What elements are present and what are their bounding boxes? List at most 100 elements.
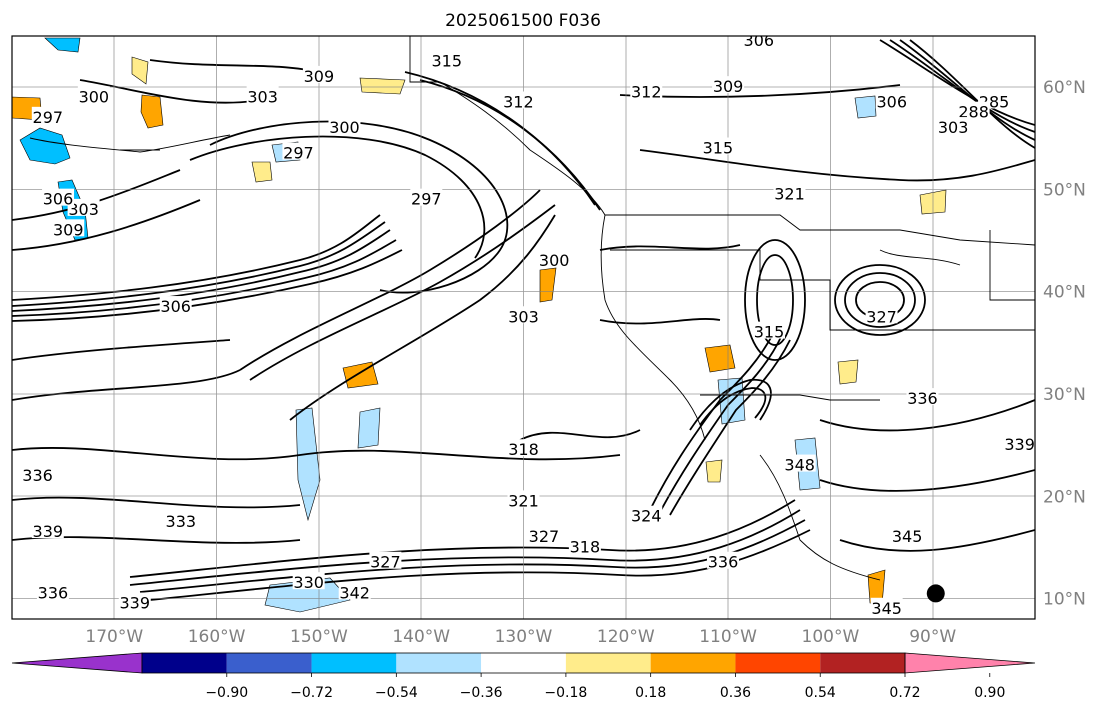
contour-label: 303: [938, 118, 969, 137]
colorbar-segment: [650, 653, 736, 673]
contour-label-halo: [742, 36, 775, 48]
contour-label-halo: [507, 439, 540, 457]
longitude-tick-label: 140°W: [392, 627, 450, 647]
contour-label: 315: [754, 323, 785, 342]
contour-label-halo: [31, 106, 64, 124]
contour-label: 306: [43, 190, 74, 209]
colorbar-tick-label: 0.36: [720, 685, 751, 701]
longitude-tick-label: 160°W: [188, 627, 246, 647]
contour-label-halo: [42, 188, 75, 206]
contour-label-halo: [568, 536, 601, 554]
contour-label: 339: [33, 522, 64, 541]
colorbar-extend-low: [11, 652, 143, 674]
latitude-tick-label: 30°N: [1043, 385, 1086, 405]
positive-shade: [704, 344, 736, 373]
contour-label-halo: [701, 137, 734, 155]
positive-shade: [837, 359, 859, 385]
contour-label: 303: [508, 307, 539, 326]
contour-label-halo: [67, 198, 100, 216]
contour-label: 336: [38, 583, 69, 602]
colorbar-segment: [226, 653, 312, 673]
colorbar-tick-label: −0.18: [544, 685, 587, 701]
contour-label-halo: [630, 81, 663, 99]
positive-shade: [140, 94, 164, 129]
contour-label-halo: [937, 117, 970, 135]
contour-label-halo: [507, 490, 540, 508]
contour-label-halo: [906, 388, 939, 406]
colorbar-tick-label: 0.54: [805, 685, 836, 701]
gridlines: [12, 36, 1035, 619]
contour-label-halo: [891, 526, 924, 544]
contour-label: 336: [22, 466, 53, 485]
colorbar-tick-label: −0.90: [205, 685, 248, 701]
colorbar-tick-label: −0.54: [375, 685, 418, 701]
contour-label-halo: [538, 250, 571, 268]
longitude-tick-label: 110°W: [699, 627, 757, 647]
negative-shade: [357, 407, 381, 449]
contour-label-halo: [430, 50, 463, 68]
contour-label: 327: [370, 553, 401, 572]
contour-label-halo: [292, 572, 325, 590]
negative-shade: [19, 127, 71, 165]
contour-label: 309: [713, 77, 744, 96]
colorbar-segment: [396, 653, 482, 673]
contour-label: 327: [866, 307, 897, 326]
contour-label-halo: [282, 142, 315, 160]
latitude-tick-label: 40°N: [1043, 283, 1086, 303]
contour-label: 315: [432, 52, 463, 71]
contour-label-halo: [706, 551, 739, 569]
positive-shade: [359, 77, 406, 95]
location-marker: [926, 584, 945, 603]
longitude-tick-label: 150°W: [290, 627, 348, 647]
contour-label: 297: [411, 190, 442, 209]
contour-label: 327: [529, 527, 560, 546]
contour-label: 303: [247, 87, 278, 106]
positive-shade: [251, 161, 273, 183]
contour-lines: [12, 39, 1035, 601]
contour-label: 306: [744, 31, 775, 50]
contour-label: 300: [329, 118, 360, 137]
latitude-tick-label: 20°N: [1043, 487, 1086, 507]
colorbar-tick-label: 0.90: [974, 685, 1005, 701]
contour-label-halo: [502, 91, 535, 109]
contour-label: 336: [907, 389, 938, 408]
contour-label-halo: [875, 91, 908, 109]
contour-label-halo: [52, 219, 85, 237]
longitude-tick-label: 90°W: [909, 627, 956, 647]
colorbar-tick-label: −0.72: [290, 685, 333, 701]
contour-label: 309: [304, 67, 335, 86]
contour-label-halo: [302, 65, 335, 83]
coastlines: [29, 36, 1035, 581]
colorbar-segment: [142, 653, 227, 673]
contour-label-halo: [753, 321, 786, 339]
latitude-tick-label: 60°N: [1043, 78, 1086, 98]
contour-label: 309: [53, 220, 84, 239]
contour-label: 318: [508, 440, 539, 459]
colorbar-segment: [481, 653, 566, 673]
contour-label: 321: [508, 491, 539, 510]
contour-label: 339: [119, 594, 150, 613]
contour-label-halo: [507, 306, 540, 324]
contour-label-halo: [21, 464, 54, 482]
contour-label: 336: [708, 553, 739, 572]
negative-shade: [854, 95, 877, 119]
longitude-tick-label: 120°W: [597, 627, 655, 647]
latitude-tick-label: 50°N: [1043, 180, 1086, 200]
longitude-tick-label: 170°W: [85, 627, 143, 647]
contour-label: 345: [892, 527, 923, 546]
contour-label: 300: [79, 87, 110, 106]
contour-label-halo: [1003, 434, 1035, 452]
colorbar-tick-label: 0.72: [889, 685, 920, 701]
longitude-tick-label: 100°W: [802, 627, 860, 647]
contour-label-halo: [527, 526, 560, 544]
colorbar-segment: [565, 653, 651, 673]
colorbar-tick-label: 0.18: [635, 685, 666, 701]
contour-label: 324: [631, 507, 662, 526]
colorbar-segment: [735, 653, 821, 673]
contour-label-halo: [783, 454, 816, 472]
colorbar-segment: [311, 653, 397, 673]
contour-label: 348: [784, 456, 815, 475]
contour-label: 297: [33, 108, 64, 127]
contour-label-halo: [410, 188, 443, 206]
